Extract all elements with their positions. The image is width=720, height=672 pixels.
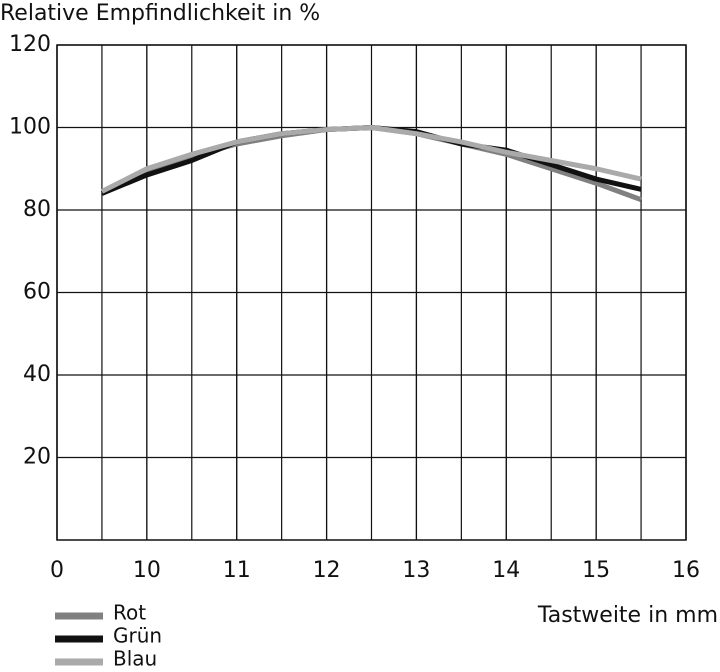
y-axis-label: Relative Empfindlichkeit in % [0, 1, 320, 26]
legend-label: Rot [113, 601, 146, 625]
x-tick-label: 10 [133, 558, 161, 583]
x-tick-label: 13 [402, 558, 430, 583]
series-line [100, 125, 642, 194]
x-tick-label: 14 [492, 558, 520, 583]
plot-frame [56, 44, 687, 541]
y-tick-label: 60 [23, 280, 51, 305]
legend-label: Blau [113, 647, 157, 671]
y-tick-label: 120 [9, 32, 51, 57]
x-tick-label: 15 [582, 558, 610, 583]
x-tick-label: 0 [50, 558, 64, 583]
y-tick-label: 100 [9, 115, 51, 140]
y-tick-label: 20 [23, 445, 51, 470]
x-tick-label: 11 [223, 558, 251, 583]
x-tick-label: 12 [313, 558, 341, 583]
legend-label: Grün [113, 624, 162, 648]
x-axis-label: Tastweite in mm [537, 603, 718, 628]
y-tick-label: 40 [23, 362, 51, 387]
y-tick-label: 80 [23, 197, 51, 222]
x-tick-label: 16 [672, 558, 700, 583]
